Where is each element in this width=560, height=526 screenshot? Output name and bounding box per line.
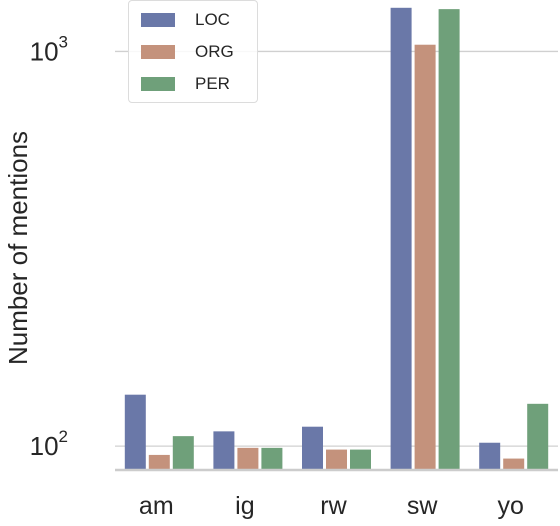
legend-item-org: ORG (141, 41, 234, 63)
bar-loc-am (124, 394, 146, 470)
bar-per-rw (350, 449, 371, 470)
legend-item-per: PER (141, 73, 230, 95)
legend-label-per: PER (195, 74, 230, 93)
y-tick-label-1: 103 (30, 32, 68, 66)
bars (124, 7, 549, 471)
bar-org-ig (237, 447, 259, 470)
legend-swatch-loc (141, 13, 175, 27)
x-tick-label-ig: ig (235, 492, 254, 520)
legend: LOC ORG PER (128, 0, 258, 103)
bar-per-ig (261, 447, 283, 470)
legend-label-loc: LOC (195, 10, 230, 29)
bar-loc-rw (302, 426, 323, 470)
y-tick-label-0: 102 (30, 427, 68, 461)
y-axis-label: Number of mentions (3, 131, 33, 365)
bar-loc-yo (479, 442, 501, 470)
bar-loc-sw (390, 7, 412, 471)
x-tick-label-am: am (139, 492, 174, 520)
legend-item-loc: LOC (141, 9, 230, 31)
bar-per-yo (527, 403, 549, 470)
bar-loc-ig (213, 431, 235, 470)
bar-org-rw (326, 449, 347, 470)
x-tick-label-sw: sw (407, 492, 439, 520)
bar-per-am (172, 436, 194, 470)
bar-org-sw (414, 44, 436, 471)
legend-label-org: ORG (195, 42, 234, 61)
legend-swatch-org (141, 45, 175, 59)
bar-org-yo (503, 458, 525, 470)
legend-swatch-per (141, 77, 175, 91)
grid-lines (115, 50, 558, 447)
bar-org-am (148, 454, 170, 470)
x-tick-label-rw: rw (320, 492, 347, 520)
y-tick-labels: 102 103 (30, 32, 68, 461)
x-tick-labels: am ig rw sw yo (139, 492, 524, 520)
x-tick-label-yo: yo (497, 492, 523, 520)
bar-per-sw (438, 9, 460, 471)
